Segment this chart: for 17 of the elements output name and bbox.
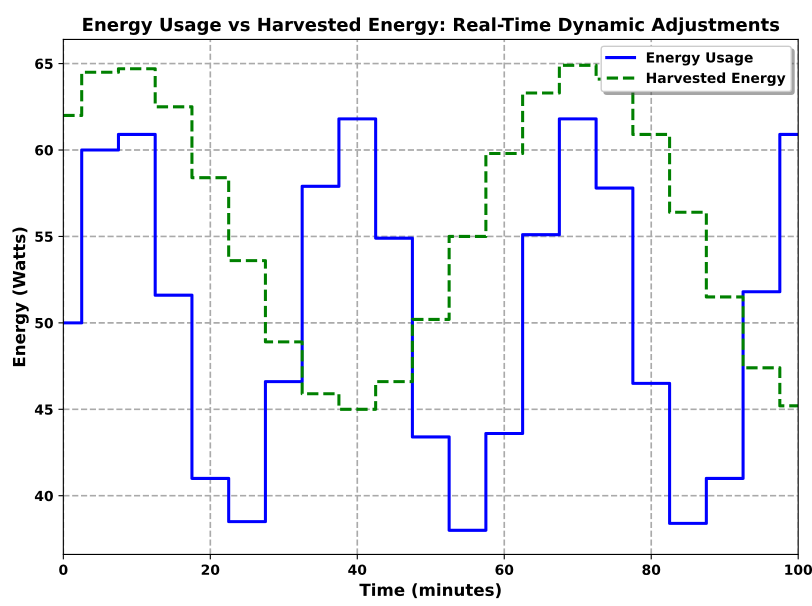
chart-title: Energy Usage vs Harvested Energy: Real-Time Dynamic Adjustments <box>83 17 780 35</box>
y-tick-label: 50 <box>35 318 53 328</box>
y-tick-label: 45 <box>34 404 53 415</box>
legend-label: Energy Usage <box>646 52 753 66</box>
y-tick-label: 60 <box>35 144 53 156</box>
x-axis-title: Time (minutes) <box>359 583 501 598</box>
y-tick-label: 65 <box>35 58 53 70</box>
x-tick-label: 60 <box>495 564 514 575</box>
x-tick-label: 80 <box>642 564 660 575</box>
y-tick-label: 55 <box>35 232 53 242</box>
x-tick-label: 20 <box>202 564 220 575</box>
x-tick-label: 100 <box>785 564 812 575</box>
x-tick-label: 40 <box>348 564 366 575</box>
y-axis-title: Energy (Watts) <box>12 228 29 366</box>
x-tick-label: 0 <box>59 564 68 575</box>
legend-label: Harvested Energy <box>646 72 786 86</box>
y-tick-label: 40 <box>34 490 53 502</box>
